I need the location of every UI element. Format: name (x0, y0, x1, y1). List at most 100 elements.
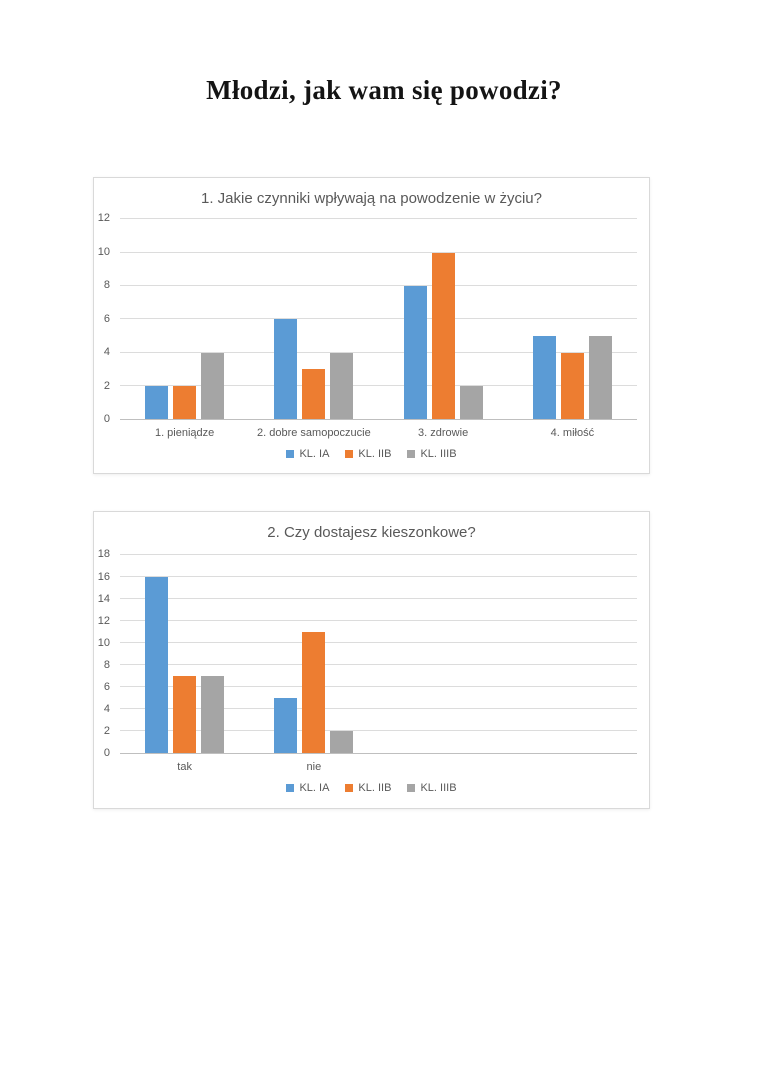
bar (560, 352, 584, 420)
x-tick-label: 2. dobre samopoczucie (257, 427, 371, 440)
y-tick-label: 16 (97, 570, 110, 583)
y-tick-label: 6 (103, 312, 110, 325)
x-tick-label: 3. zdrowie (418, 427, 469, 440)
bar-group (274, 555, 354, 754)
gridline (120, 285, 637, 287)
y-tick-label: 8 (103, 658, 110, 671)
y-tick-label: 14 (97, 592, 110, 605)
gridline (120, 554, 637, 556)
gridline (120, 664, 637, 666)
bar (145, 386, 169, 420)
gridline (120, 385, 637, 387)
bar-group (532, 219, 612, 420)
gridline (120, 730, 637, 732)
legend-marker-icon (345, 450, 354, 459)
y-tick-label: 12 (97, 614, 110, 627)
bar (201, 352, 225, 420)
legend-item: KL. IIIB (407, 448, 457, 461)
plot-wrap: 0 2 4 6 8 10 12 (98, 212, 637, 425)
bar (274, 319, 298, 420)
y-tick-label: 6 (103, 681, 110, 694)
plot-area (120, 554, 637, 755)
y-tick-label: 0 (103, 747, 110, 760)
plot-wrap: 0 2 4 6 8 10 12 14 16 18 (98, 548, 637, 759)
bar-slots (120, 219, 637, 420)
y-tick-label: 2 (103, 725, 110, 738)
y-tick-label: 10 (97, 245, 110, 258)
bar-slots (120, 555, 637, 754)
y-tick-label: 4 (103, 346, 110, 359)
bar (588, 336, 612, 420)
gridline (120, 351, 637, 353)
legend: KL. IA KL. IIB KL. IIIB (94, 448, 649, 460)
x-tick-label: 4. miłość (550, 427, 595, 440)
bar (274, 698, 298, 754)
x-axis-labels: tak nie (120, 754, 637, 773)
chart-factors-success: 1. Jakie czynniki wpływają na powodzenie… (93, 177, 650, 475)
bar-group (145, 219, 225, 420)
bar (173, 676, 197, 754)
document-page: Młodzi, jak wam się powodzi? 1. Jakie cz… (0, 74, 768, 810)
gridline (120, 598, 637, 600)
bar (173, 386, 197, 420)
bar-group (145, 555, 225, 754)
category-slot (508, 555, 637, 753)
legend-item: KL. IA (286, 782, 329, 794)
legend-item: KL. IIB (345, 782, 391, 794)
category-slot (249, 219, 378, 420)
category-slot (508, 219, 637, 420)
bar (403, 286, 427, 420)
x-tick-label (379, 761, 508, 773)
chart-title: 1. Jakie czynniki wpływają na powodzenie… (200, 190, 542, 208)
y-tick-label: 12 (97, 212, 110, 225)
x-tick-label: nie (306, 761, 322, 774)
bar (459, 386, 483, 420)
y-tick-label: 10 (97, 636, 110, 649)
x-tick-label: tak (177, 761, 192, 774)
gridline (120, 318, 637, 320)
legend-marker-icon (345, 784, 354, 793)
x-axis-labels: 1. pieniądze 2. dobre samopoczucie 3. zdro… (120, 420, 637, 439)
bar (532, 336, 556, 420)
gridline (120, 708, 637, 710)
bar (145, 577, 169, 754)
gridline (120, 251, 637, 253)
legend: KL. IA KL. IIB KL. IIIB (94, 782, 649, 794)
gridline (120, 576, 637, 578)
legend-label: KL. IIB (358, 782, 392, 795)
legend-label: KL. IIB (358, 448, 392, 461)
legend-label: KL. IA (299, 448, 330, 461)
gridline (120, 620, 637, 622)
x-tick-label: 1. pieniądze (154, 427, 215, 440)
legend-item: KL. IIB (345, 448, 391, 460)
gridline (120, 686, 637, 688)
bar (330, 731, 354, 754)
plot-area (120, 218, 637, 421)
gridline (120, 642, 637, 644)
y-tick-label: 18 (97, 548, 110, 561)
category-slot (379, 219, 508, 420)
bar-group (403, 219, 483, 420)
chart-title: 2. Czy dostajesz kieszonkowe? (267, 524, 476, 542)
bar (431, 252, 455, 420)
y-tick-label: 8 (103, 279, 110, 292)
category-slot (120, 555, 249, 754)
legend-marker-icon (286, 784, 295, 793)
chart-pocket-money: 2. Czy dostajesz kieszonkowe? 0 2 4 6 8 10 12 1… (93, 511, 650, 810)
bar (330, 352, 354, 420)
y-axis: 0 2 4 6 8 10 12 14 16 18 (94, 548, 115, 759)
page-title: Młodzi, jak wam się powodzi? (206, 75, 562, 105)
category-slot (249, 555, 378, 754)
legend-marker-icon (286, 450, 295, 459)
y-tick-label: 4 (103, 703, 110, 716)
bar-group (274, 219, 354, 420)
x-tick-label (508, 761, 637, 773)
bar (302, 369, 326, 420)
legend-label: KL. IIIB (420, 782, 457, 795)
category-slot (120, 219, 249, 420)
legend-item: KL. IIIB (407, 782, 457, 795)
gridline (120, 218, 637, 220)
legend-label: KL. IA (299, 782, 330, 795)
legend-label: KL. IIIB (420, 448, 457, 461)
legend-marker-icon (407, 784, 416, 793)
